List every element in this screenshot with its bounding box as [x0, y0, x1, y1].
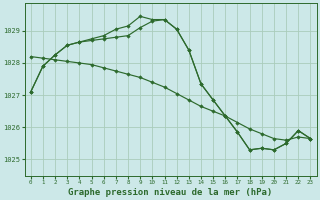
X-axis label: Graphe pression niveau de la mer (hPa): Graphe pression niveau de la mer (hPa)	[68, 188, 273, 197]
